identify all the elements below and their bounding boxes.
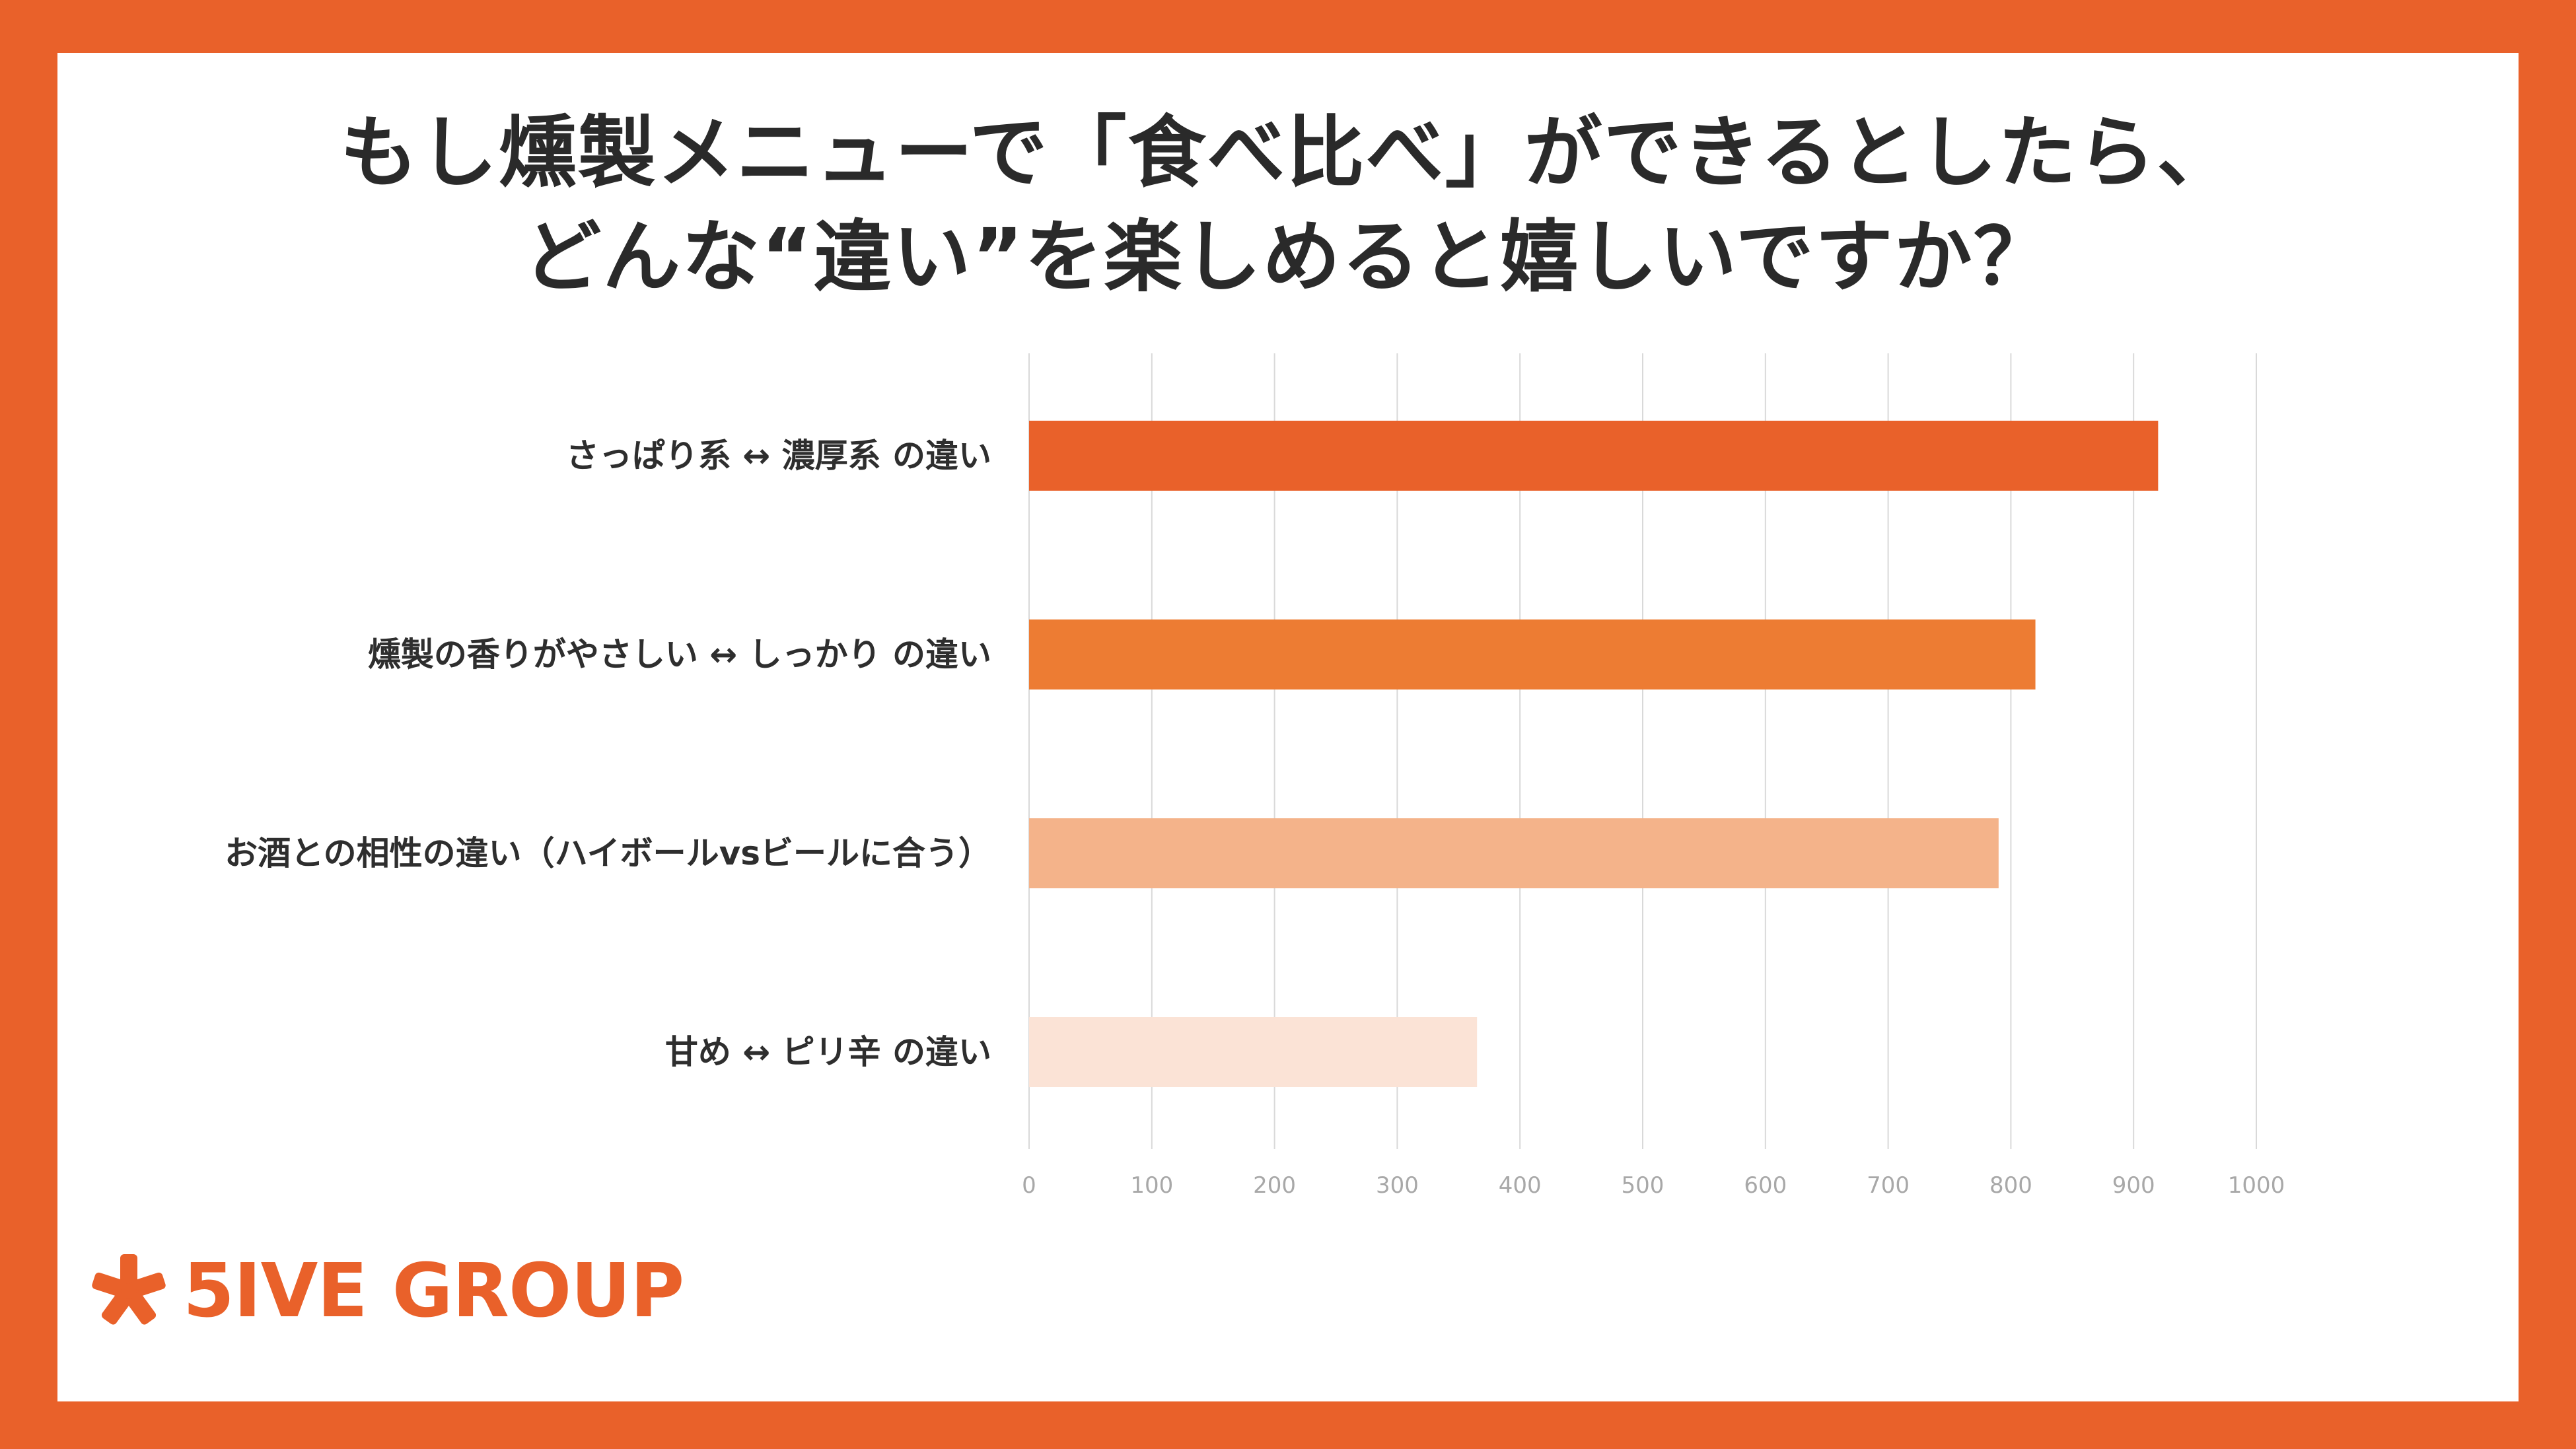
x-tick-label: 400 xyxy=(1499,1172,1542,1199)
category-label: 甘め ↔ ピリ辛 の違い xyxy=(665,1033,991,1071)
chart-title-line-2: どんな“違い”を楽しめると嬉しいですか？ xyxy=(523,211,2053,302)
chart-title-line-1: もし燻製メニューで「食べ比べ」ができるとしたら、 xyxy=(340,107,2236,198)
category-label: 燻製の香りがやさしい ↔ しっかり の違い xyxy=(368,635,991,674)
x-tick-label: 1000 xyxy=(2228,1172,2285,1199)
slide-panel: もし燻製メニューで「食べ比べ」ができるとしたら、 どんな“違い”を楽しめると嬉し… xyxy=(57,53,2519,1401)
category-label: さっぱり系 ↔ 濃厚系 の違い xyxy=(566,437,991,475)
bar xyxy=(1029,818,1999,888)
company-logo: 5IVE GROUP xyxy=(89,1248,684,1334)
x-tick-label: 300 xyxy=(1376,1172,1419,1199)
bars xyxy=(1029,421,2159,1087)
x-tick-label: 800 xyxy=(1989,1172,2032,1199)
x-tick-label: 0 xyxy=(1022,1172,1036,1199)
x-tick-label: 900 xyxy=(2112,1172,2155,1199)
x-tick-label: 500 xyxy=(1622,1172,1664,1199)
logo-text: 5IVE GROUP xyxy=(183,1248,684,1334)
bar xyxy=(1029,619,2036,689)
bar xyxy=(1029,1017,1478,1087)
asterisk-star-icon xyxy=(92,1254,166,1325)
category-label: お酒との相性の違い（ハイボールvsビールに合う） xyxy=(225,834,991,872)
chart-title: もし燻製メニューで「食べ比べ」ができるとしたら、 どんな“違い”を楽しめると嬉し… xyxy=(57,100,2519,309)
x-tick-label: 600 xyxy=(1744,1172,1787,1199)
x-tick-label: 700 xyxy=(1867,1172,1910,1199)
x-tick-label: 100 xyxy=(1130,1172,1173,1199)
bar xyxy=(1029,421,2159,491)
x-tick-label: 200 xyxy=(1253,1172,1296,1199)
x-tick-labels: 0 100 200 300 400 500 600 700 800 900 1000 xyxy=(1022,1172,2285,1199)
